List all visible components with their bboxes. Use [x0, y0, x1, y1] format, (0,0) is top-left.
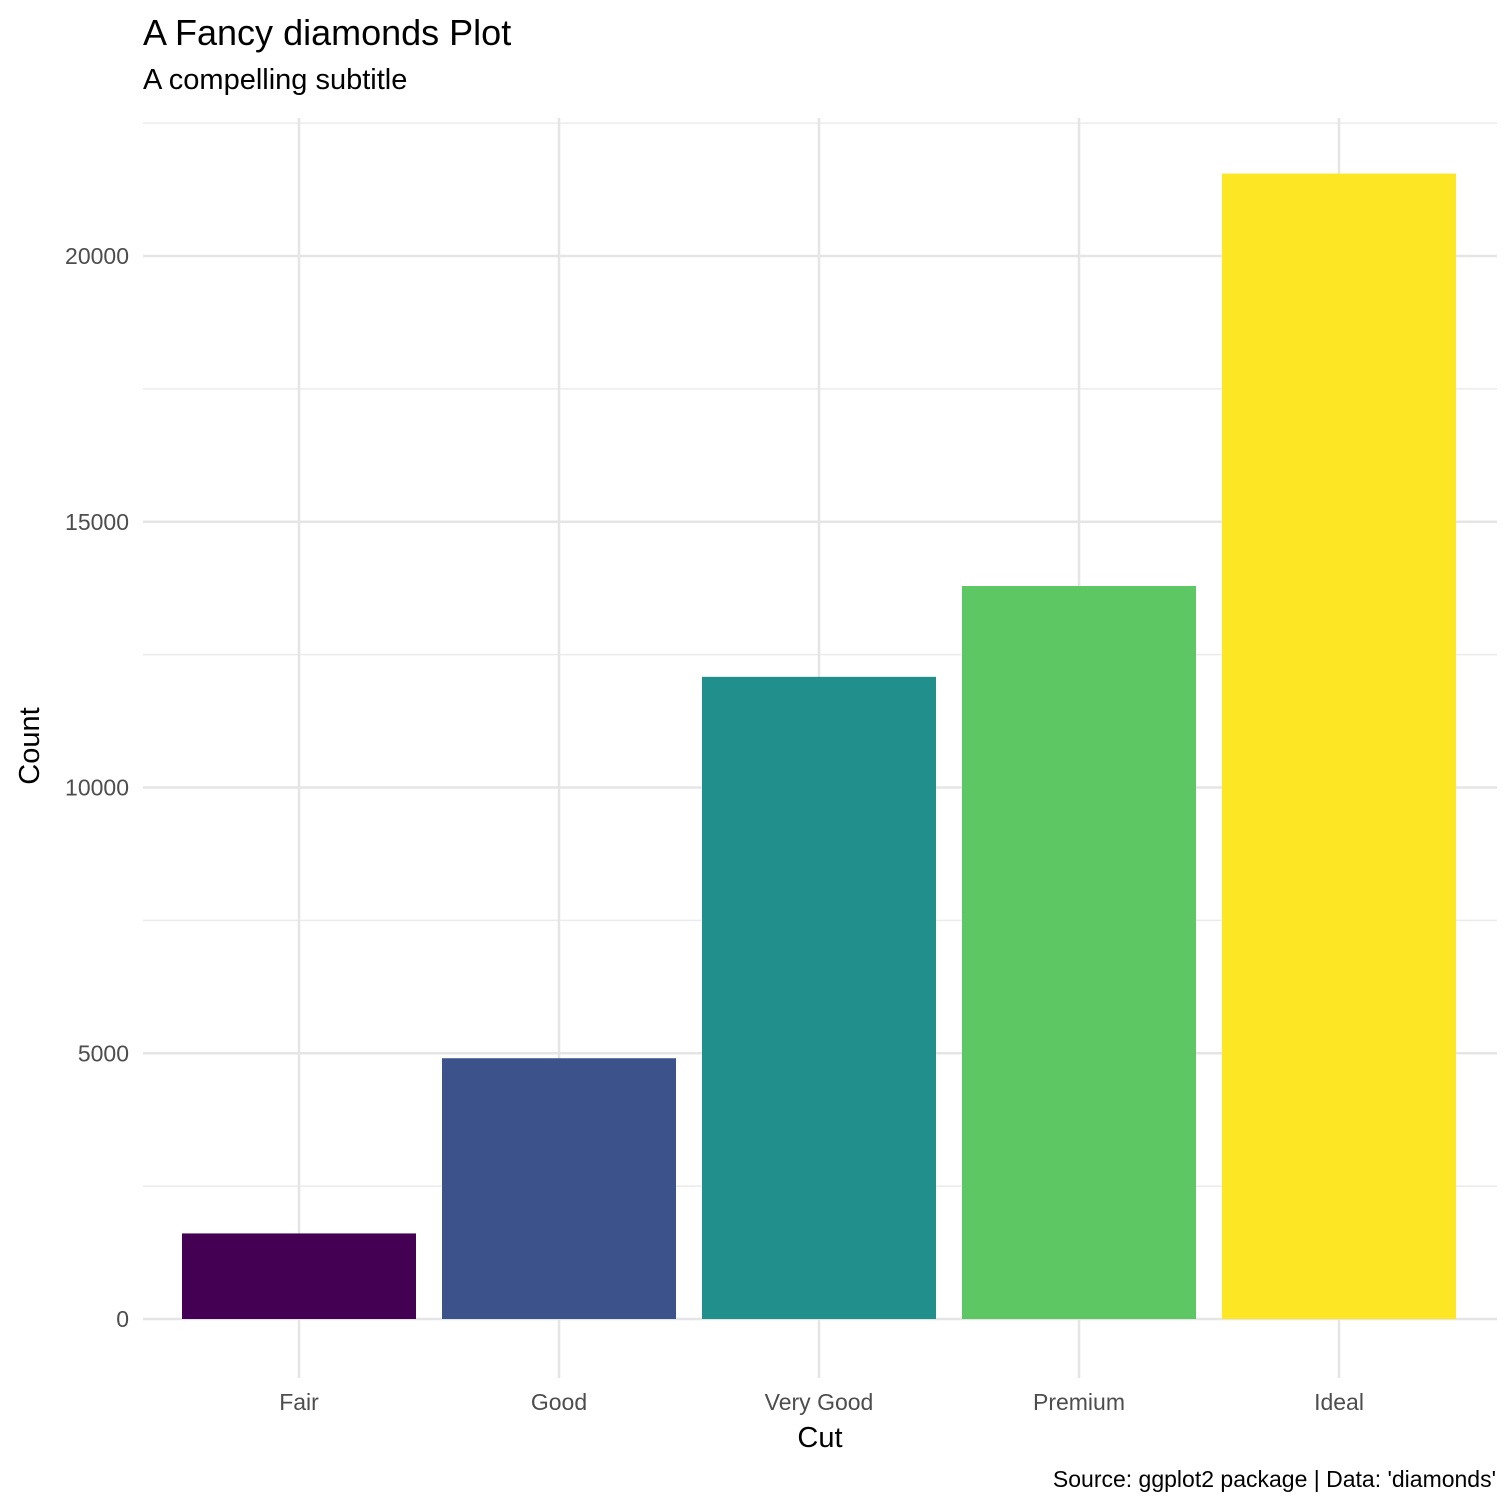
- y-tick-label: 15000: [65, 509, 129, 535]
- x-tick-label: Good: [531, 1389, 587, 1415]
- x-tick-label: Premium: [1033, 1389, 1125, 1415]
- chart-title: A Fancy diamonds Plot: [143, 12, 512, 53]
- x-axis-ticks: Fair Good Very Good Premium Ideal: [279, 1389, 1364, 1415]
- y-tick-label: 20000: [65, 243, 129, 269]
- y-tick-label: 5000: [78, 1040, 129, 1066]
- y-tick-label: 0: [116, 1306, 129, 1332]
- x-tick-label: Very Good: [765, 1389, 874, 1415]
- x-tick-label: Ideal: [1314, 1389, 1364, 1415]
- bar-fair: [182, 1233, 416, 1319]
- x-tick-label: Fair: [279, 1389, 319, 1415]
- bars: [182, 173, 1456, 1320]
- bar-premium: [962, 586, 1196, 1319]
- bar-good: [442, 1058, 676, 1319]
- y-axis-title: Count: [14, 707, 46, 784]
- chart-caption: Source: ggplot2 package | Data: 'diamond…: [1052, 1466, 1496, 1492]
- y-axis-ticks: 0 5000 10000 15000 20000: [65, 243, 129, 1332]
- y-tick-label: 10000: [65, 775, 129, 801]
- x-axis-title: Cut: [797, 1422, 842, 1454]
- bar-very-good: [702, 676, 936, 1319]
- chart-subtitle: A compelling subtitle: [143, 64, 408, 96]
- bar-ideal: [1222, 173, 1456, 1320]
